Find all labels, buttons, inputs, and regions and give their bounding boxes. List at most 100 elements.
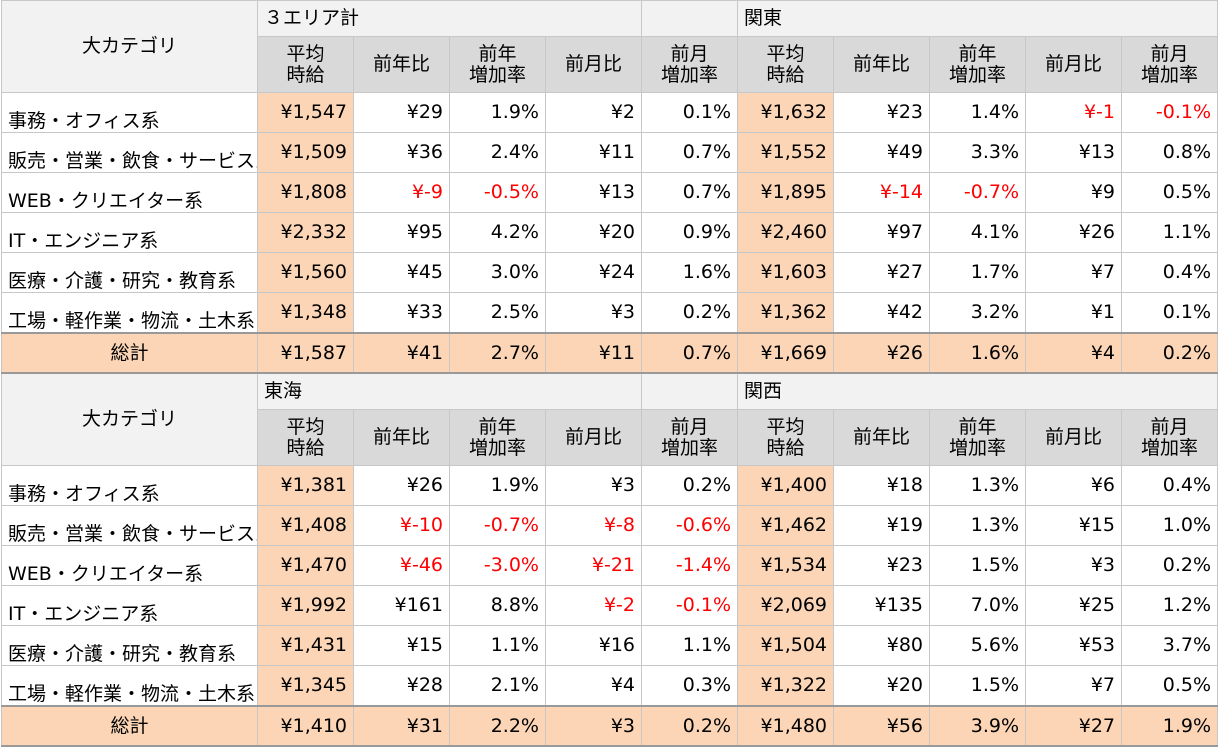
area-name: 東海 bbox=[256, 372, 643, 410]
column-header-text: 増加率 bbox=[468, 436, 526, 459]
category-label: IT・エンジニア系 bbox=[1, 212, 258, 253]
table-row: IT・エンジニア系 ¥1,992 ¥161 8.8% ¥-2 -0.1% ¥2,069 ¥13… bbox=[1, 585, 1218, 626]
column-header-text: 時給 bbox=[766, 436, 805, 459]
total-cell: ¥3 bbox=[544, 705, 643, 747]
total-cell: 0.2% bbox=[1121, 332, 1218, 374]
value-cell: 1.1% bbox=[1121, 212, 1218, 253]
value-cell: ¥1,408 bbox=[257, 505, 354, 546]
mom-rate-header: 前月 増加率 bbox=[641, 36, 739, 93]
total-cell: 2.7% bbox=[449, 332, 546, 374]
column-header-text: 前月比 bbox=[565, 426, 623, 448]
column-header-text: 前年比 bbox=[372, 426, 430, 448]
value-cell: ¥1,462 bbox=[737, 505, 835, 546]
column-header-row: 平均 時給 前年比 前年 増加率 前月比 前月 増加率 平均 時給 前年比 前年 増加率 前月比 前月 増加率 bbox=[2, 36, 1218, 93]
value-cell: ¥1,992 bbox=[257, 585, 354, 626]
total-label: 総計 bbox=[1, 332, 258, 374]
value-cell: ¥6 bbox=[1025, 465, 1123, 506]
value-cell: 0.1% bbox=[1121, 292, 1218, 334]
value-cell: 1.3% bbox=[929, 505, 1027, 546]
yoy-rate-header: 前年 増加率 bbox=[449, 36, 546, 93]
value-cell: 0.2% bbox=[641, 292, 739, 334]
value-cell: ¥135 bbox=[833, 585, 931, 626]
value-cell: ¥23 bbox=[833, 545, 931, 586]
column-header-row: 平均 時給 前年比 前年 増加率 前月比 前月 増加率 平均 時給 前年比 前年 増加率 前月比 前月 増加率 bbox=[2, 409, 1218, 466]
total-row: 総計 ¥1,410 ¥31 2.2% ¥3 0.2% ¥1,480 ¥56 3.9% ¥27 1.9… bbox=[1, 705, 1218, 747]
value-cell: ¥-1 bbox=[1025, 92, 1123, 133]
yoy-header: 前年比 bbox=[833, 409, 931, 466]
total-cell: ¥26 bbox=[833, 332, 931, 374]
value-cell: ¥3 bbox=[544, 292, 643, 334]
column-header-text: 平均 bbox=[766, 415, 805, 438]
column-header-text: 増加率 bbox=[949, 436, 1007, 459]
value-cell: 0.5% bbox=[1121, 172, 1218, 213]
value-cell: ¥-8 bbox=[544, 505, 643, 546]
avg-wage-header: 平均 時給 bbox=[737, 409, 835, 466]
total-cell: ¥27 bbox=[1025, 705, 1123, 747]
category-label: 販売・営業・飲食・サービス系 bbox=[1, 132, 258, 173]
value-cell: ¥26 bbox=[353, 465, 450, 506]
value-cell: 4.1% bbox=[929, 212, 1027, 253]
value-cell: ¥95 bbox=[353, 212, 450, 253]
column-header-text: 平均 bbox=[286, 42, 325, 65]
total-cell: ¥1,480 bbox=[737, 705, 835, 747]
value-cell: 4.2% bbox=[449, 212, 546, 253]
column-header-text: 増加率 bbox=[661, 63, 719, 86]
value-cell: ¥1,381 bbox=[257, 465, 354, 506]
column-header-text: 増加率 bbox=[1141, 436, 1199, 459]
value-cell: ¥24 bbox=[544, 252, 643, 293]
value-cell: ¥7 bbox=[1025, 252, 1123, 293]
yoy-rate-header: 前年 増加率 bbox=[449, 409, 546, 466]
column-header-text: 前年 bbox=[958, 415, 997, 438]
value-cell: 0.2% bbox=[1121, 545, 1218, 586]
value-cell: ¥2,460 bbox=[737, 212, 835, 253]
value-cell: 0.7% bbox=[641, 132, 739, 173]
table-row: WEB・クリエイター系 ¥1,470 ¥-46 -3.0% ¥-21 -1.4% ¥1,53… bbox=[1, 545, 1218, 586]
value-cell: 3.7% bbox=[1121, 625, 1218, 666]
value-cell: 0.2% bbox=[641, 465, 739, 506]
mom-header: 前月比 bbox=[1025, 36, 1123, 93]
category-label: 医療・介護・研究・教育系 bbox=[1, 252, 258, 293]
value-cell: ¥7 bbox=[1025, 665, 1123, 707]
column-header-text: 前年比 bbox=[853, 426, 911, 448]
value-cell: -3.0% bbox=[449, 545, 546, 586]
value-cell: ¥23 bbox=[833, 92, 931, 133]
avg-wage-header: 平均 時給 bbox=[257, 36, 354, 93]
table-row: 販売・営業・飲食・サービス系 ¥1,408 ¥-10 -0.7% ¥-8 -0.6% ¥1,… bbox=[1, 505, 1218, 546]
mom-header: 前月比 bbox=[1025, 409, 1123, 466]
column-header-text: 増加率 bbox=[949, 63, 1007, 86]
value-cell: ¥20 bbox=[833, 665, 931, 707]
value-cell: ¥1,895 bbox=[737, 172, 835, 213]
value-cell: ¥33 bbox=[353, 292, 450, 334]
value-cell: 3.0% bbox=[449, 252, 546, 293]
area-name: 関西 bbox=[737, 372, 1218, 410]
value-cell: ¥-46 bbox=[353, 545, 450, 586]
column-header-text: 前年比 bbox=[853, 53, 911, 75]
category-label: 販売・営業・飲食・サービス系 bbox=[1, 505, 258, 546]
value-cell: 1.1% bbox=[641, 625, 739, 666]
value-cell: ¥1,547 bbox=[257, 92, 354, 133]
column-header-text: 前月 bbox=[670, 42, 709, 65]
mom-rate-header: 前月 増加率 bbox=[641, 409, 739, 466]
value-cell: ¥28 bbox=[353, 665, 450, 707]
value-cell: ¥13 bbox=[544, 172, 643, 213]
value-cell: ¥-14 bbox=[833, 172, 931, 213]
value-cell: -0.7% bbox=[929, 172, 1027, 213]
total-cell: ¥4 bbox=[1025, 332, 1123, 374]
value-cell: ¥1,470 bbox=[257, 545, 354, 586]
value-cell: 2.5% bbox=[449, 292, 546, 334]
value-cell: 5.6% bbox=[929, 625, 1027, 666]
value-cell: ¥161 bbox=[353, 585, 450, 626]
column-header-text: 増加率 bbox=[1141, 63, 1199, 86]
value-cell: ¥-10 bbox=[353, 505, 450, 546]
table-row: 事務・オフィス系 ¥1,381 ¥26 1.9% ¥3 0.2% ¥1,400 ¥18 1.3%… bbox=[1, 465, 1218, 506]
column-header-text: 前月 bbox=[1150, 415, 1189, 438]
value-cell: 0.4% bbox=[1121, 465, 1218, 506]
column-header-text: 前年比 bbox=[372, 53, 430, 75]
value-cell: ¥15 bbox=[353, 625, 450, 666]
value-cell: 1.7% bbox=[929, 252, 1027, 293]
column-header-text: 前月 bbox=[1150, 42, 1189, 65]
value-cell: ¥1,632 bbox=[737, 92, 835, 133]
total-cell: ¥11 bbox=[544, 332, 643, 374]
value-cell: ¥3 bbox=[544, 465, 643, 506]
value-cell: ¥18 bbox=[833, 465, 931, 506]
